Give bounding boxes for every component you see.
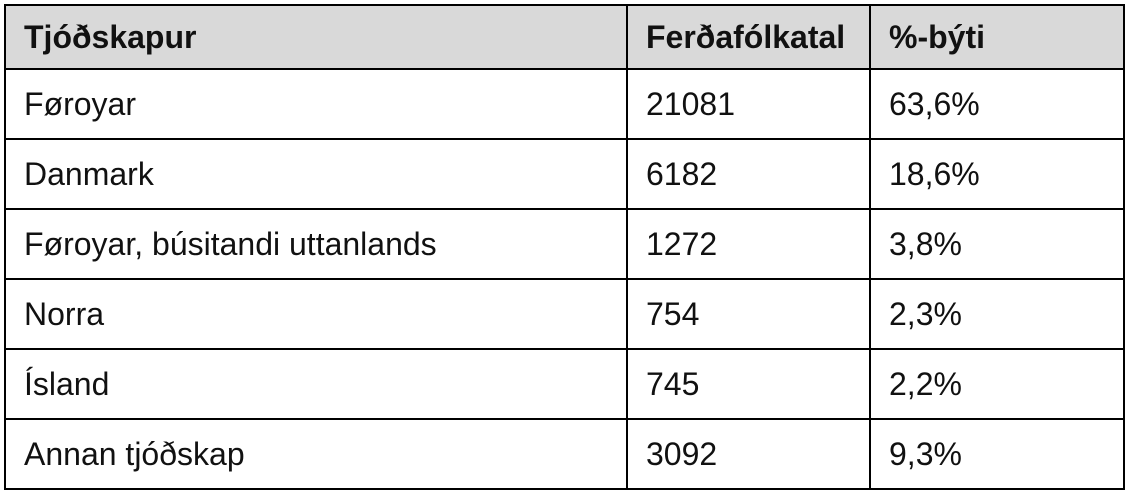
- table-body: Føroyar 21081 63,6% Danmark 6182 18,6% Føroyar…: [4, 68, 1125, 490]
- table-cell: Danmark: [4, 138, 628, 210]
- header-cell: Ferðafólkatal: [626, 4, 871, 70]
- table-cell: 745: [626, 348, 871, 420]
- data-table: Tjóðskapur Ferðafólkatal %-býti Føroyar 210…: [4, 4, 1125, 490]
- table-cell: 6182: [626, 138, 871, 210]
- table-cell: Ísland: [4, 348, 628, 420]
- table-row: Føroyar, búsitandi uttanlands 1272 3,8%: [4, 208, 1125, 280]
- table-cell: 1272: [626, 208, 871, 280]
- table-cell: 2,2%: [869, 348, 1125, 420]
- table-cell: 2,3%: [869, 278, 1125, 350]
- table-cell: 63,6%: [869, 68, 1125, 140]
- table-cell: 754: [626, 278, 871, 350]
- table-row: Norra 754 2,3%: [4, 278, 1125, 350]
- table-cell: Føroyar, búsitandi uttanlands: [4, 208, 628, 280]
- table-cell: Føroyar: [4, 68, 628, 140]
- table-cell: 3,8%: [869, 208, 1125, 280]
- table-row: Annan tjóðskap 3092 9,3%: [4, 418, 1125, 490]
- table-cell: 18,6%: [869, 138, 1125, 210]
- table-row: Føroyar 21081 63,6%: [4, 68, 1125, 140]
- table-cell: Annan tjóðskap: [4, 418, 628, 490]
- table-row: Ísland 745 2,2%: [4, 348, 1125, 420]
- table-cell: 9,3%: [869, 418, 1125, 490]
- table-cell: 3092: [626, 418, 871, 490]
- table-cell: 21081: [626, 68, 871, 140]
- header-row: Tjóðskapur Ferðafólkatal %-býti: [4, 4, 1125, 70]
- header-cell: %-býti: [869, 4, 1125, 70]
- table-cell: Norra: [4, 278, 628, 350]
- table-row: Danmark 6182 18,6%: [4, 138, 1125, 210]
- header-cell: Tjóðskapur: [4, 4, 628, 70]
